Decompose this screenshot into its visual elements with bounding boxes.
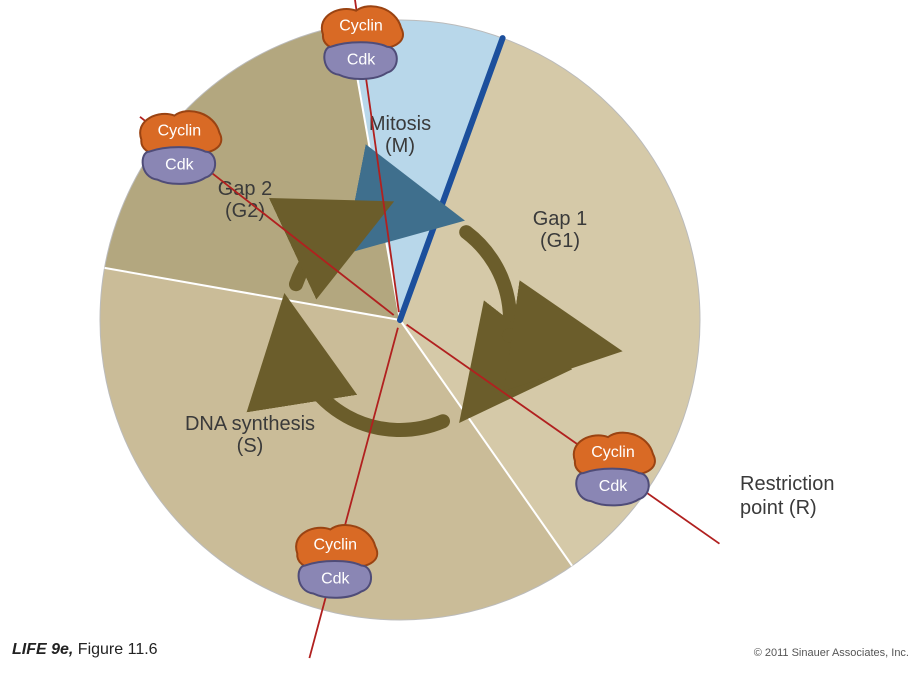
figure-stage: Mitosis(M) Gap 1(G1) DNA synthesis(S) Gap 2…: [0, 0, 921, 675]
cyclin-cdk-complex: Cyclin Cdk: [140, 111, 221, 184]
caption-rest: Figure 11.6: [73, 641, 157, 658]
phase-label-S-2: (S): [237, 435, 264, 457]
cycle-arrow: [404, 210, 421, 212]
cyclin-label: Cyclin: [158, 123, 202, 140]
phase-label-G1: Gap 1: [533, 208, 587, 230]
cyclin-cdk-complex: Cyclin Cdk: [574, 433, 655, 506]
cdk-label: Cdk: [165, 157, 194, 174]
figure-caption: LIFE 9e, Figure 11.6: [12, 641, 158, 659]
restriction-label-1: Restriction: [740, 473, 834, 495]
cyclin-label: Cyclin: [314, 536, 358, 553]
phase-label-G1-2: (G1): [540, 230, 580, 252]
phase-label-G2: Gap 2: [218, 178, 272, 200]
phase-label-G2-2: (G2): [225, 200, 265, 222]
cyclin-label: Cyclin: [591, 444, 635, 461]
phase-label-M-2: (M): [385, 135, 415, 157]
cyclin-cdk-complex: Cyclin Cdk: [296, 525, 377, 598]
cell-cycle-diagram: Mitosis(M) Gap 1(G1) DNA synthesis(S) Gap 2…: [0, 0, 921, 675]
cdk-label: Cdk: [599, 478, 628, 495]
copyright-text: © 2011 Sinauer Associates, Inc.: [754, 647, 909, 659]
phase-label-S: DNA synthesis: [185, 413, 315, 435]
phase-label-M: Mitosis: [369, 113, 431, 135]
exit-arrow: [509, 335, 578, 345]
cyclin-label: Cyclin: [339, 18, 383, 35]
caption-prefix: LIFE 9e,: [12, 641, 73, 658]
cdk-label: Cdk: [321, 570, 350, 587]
cdk-label: Cdk: [347, 52, 376, 69]
cyclin-cdk-complex: Cyclin Cdk: [322, 6, 403, 79]
restriction-label-2: point (R): [740, 497, 817, 519]
